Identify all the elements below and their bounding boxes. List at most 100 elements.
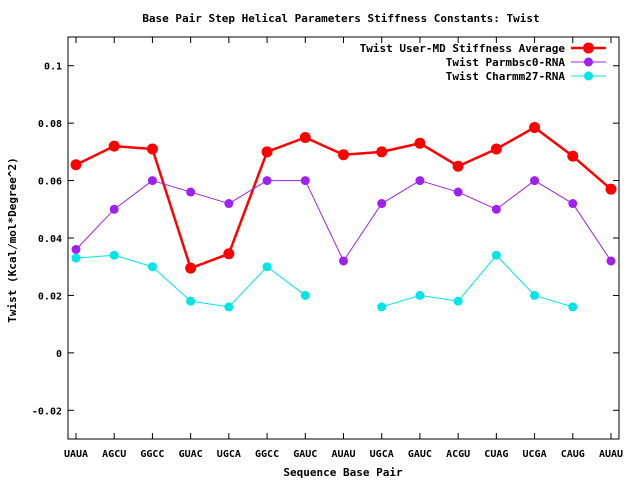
x-tick-label: AUAU xyxy=(331,449,355,460)
data-point xyxy=(376,146,388,158)
data-point xyxy=(530,176,540,186)
y-axis-label: Twist (Kcal/mol*Degree^2) xyxy=(6,157,19,323)
data-point xyxy=(606,256,616,266)
data-point xyxy=(300,176,310,186)
series-segment xyxy=(228,266,268,308)
data-point xyxy=(453,187,463,197)
series-segment xyxy=(533,126,574,158)
legend-marker xyxy=(584,71,593,81)
x-tick-label: AGCU xyxy=(102,449,126,460)
series-segment xyxy=(495,126,536,151)
series-1 xyxy=(70,121,617,274)
series-segment xyxy=(152,266,191,302)
data-point xyxy=(186,296,196,306)
data-point xyxy=(262,262,272,272)
series-segment xyxy=(190,252,230,270)
data-point xyxy=(109,250,119,260)
series-2 xyxy=(71,176,616,266)
x-tick-label: UCGA xyxy=(523,449,547,460)
data-point xyxy=(453,296,463,306)
data-point xyxy=(568,199,578,209)
data-point xyxy=(415,290,425,300)
x-tick-label: UGCA xyxy=(370,449,394,460)
series-segment xyxy=(419,180,459,193)
x-tick-label: ACGU xyxy=(446,449,470,460)
data-point xyxy=(567,150,579,162)
legend-marker xyxy=(583,42,594,54)
data-point xyxy=(491,250,501,260)
series-segment xyxy=(496,180,535,210)
data-point xyxy=(71,253,81,263)
data-point xyxy=(605,183,617,195)
series-segment xyxy=(381,294,421,308)
x-axis: UAUA AGCU GGCC GUAC UGCA GGCC GAUC AUAU UGCA GAUC… xyxy=(64,37,623,460)
series-segment xyxy=(113,180,153,210)
series-segment xyxy=(151,148,192,269)
data-point xyxy=(338,149,349,161)
series-segment xyxy=(534,180,574,204)
data-point xyxy=(339,256,348,266)
series-segment xyxy=(381,180,421,204)
y-tick-label: 0.08 xyxy=(38,119,62,130)
data-point xyxy=(262,176,272,186)
series-segment xyxy=(190,191,230,205)
series-segment xyxy=(266,136,306,154)
legend-label: Twist Parmbsc0-RNA xyxy=(446,56,566,69)
data-point xyxy=(490,143,502,155)
data-point xyxy=(146,143,158,155)
x-tick-label: GAUC xyxy=(408,449,432,460)
data-point xyxy=(224,302,234,312)
plot-frame xyxy=(67,36,620,440)
series-segment xyxy=(381,142,421,154)
series-segment xyxy=(114,144,153,151)
y-tick-label: -0.02 xyxy=(32,406,62,417)
x-tick-label: UGCA xyxy=(217,449,241,460)
data-point xyxy=(108,140,120,152)
y-tick-label: 0.04 xyxy=(38,234,62,245)
data-point xyxy=(300,290,310,300)
series-segment xyxy=(114,254,153,268)
series-segment xyxy=(75,254,115,259)
data-point xyxy=(223,248,235,260)
data-point xyxy=(452,160,464,172)
series-segment xyxy=(457,191,497,210)
x-tick-label: GAUC xyxy=(293,449,317,460)
series-segment xyxy=(457,254,497,302)
data-point xyxy=(415,176,425,186)
x-tick-label: CUAG xyxy=(484,449,508,460)
data-point xyxy=(491,204,501,214)
x-tick-label: UAUA xyxy=(64,449,88,460)
series-3 xyxy=(71,250,578,312)
data-point xyxy=(71,244,81,254)
series-segment xyxy=(75,144,115,166)
series-segment xyxy=(343,150,382,156)
series-segment xyxy=(190,300,229,308)
series-segment xyxy=(152,180,191,193)
x-tick-label: GUAC xyxy=(179,449,203,460)
series-segment xyxy=(495,254,535,296)
series-segment xyxy=(419,294,459,302)
legend-label: Twist Charmm27-RNA xyxy=(446,70,566,83)
data-point xyxy=(186,187,196,197)
data-point xyxy=(529,121,541,133)
series-segment xyxy=(572,203,612,262)
data-point xyxy=(147,262,157,272)
y-tick-label: 0.06 xyxy=(38,177,62,188)
y-tick-label: 0.02 xyxy=(38,291,62,302)
data-point xyxy=(414,137,426,149)
y-tick-label: 0.1 xyxy=(44,62,62,73)
data-point xyxy=(377,302,387,312)
series-segment xyxy=(457,147,497,168)
data-point xyxy=(185,262,197,274)
series-segment xyxy=(304,136,345,156)
data-point xyxy=(568,302,578,312)
series-segment xyxy=(227,151,269,255)
y-tick-label: 0 xyxy=(56,349,62,360)
x-tick-label: AUAU xyxy=(599,449,623,460)
x-tick-label: CAUG xyxy=(561,449,585,460)
series-segment xyxy=(266,266,306,296)
legend-marker xyxy=(584,57,593,67)
data-point xyxy=(530,290,540,300)
